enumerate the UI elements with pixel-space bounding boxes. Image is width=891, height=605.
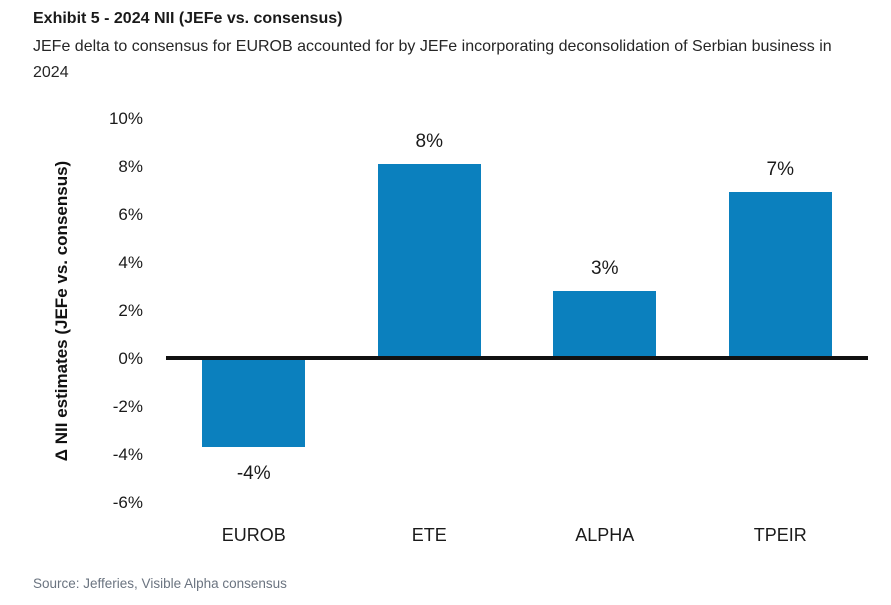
y-tick-10pct: 10% (108, 109, 143, 128)
bar-ete (377, 163, 481, 358)
zero-axis-line (166, 356, 868, 360)
x-category-eurob: EUROB (221, 525, 286, 545)
y-tick-6pct: 6% (118, 205, 143, 224)
bar-value-label-alpha: 3% (591, 257, 619, 279)
y-tick--6pct: -6% (112, 493, 143, 512)
y-tick--2pct: -2% (112, 397, 143, 416)
bar-eurob (202, 358, 306, 447)
bar-alpha (553, 290, 657, 358)
y-tick-4pct: 4% (118, 253, 143, 272)
y-tick-2pct: 2% (118, 301, 143, 320)
y-tick--4pct: -4% (112, 445, 143, 464)
exhibit-title: Exhibit 5 - 2024 NII (JEFe vs. consensus… (33, 10, 343, 27)
bar-value-label-ete: 8% (415, 130, 443, 152)
bar-value-label-eurob: -4% (236, 462, 271, 484)
x-category-ete: ETE (411, 525, 447, 545)
source-note: Source: Jefferies, Visible Alpha consens… (33, 576, 287, 591)
y-tick-8pct: 8% (118, 157, 143, 176)
x-category-alpha: ALPHA (575, 525, 635, 545)
exhibit-subtitle: JEFe delta to consensus for EUROB accoun… (33, 38, 832, 81)
y-tick-0pct: 0% (118, 349, 143, 368)
bar-value-label-tpeir: 7% (766, 159, 794, 181)
bar-tpeir (728, 192, 832, 358)
x-category-tpeir: TPEIR (753, 525, 807, 545)
y-axis-label: Δ NII estimates (JEFe vs. consensus) (52, 160, 71, 462)
